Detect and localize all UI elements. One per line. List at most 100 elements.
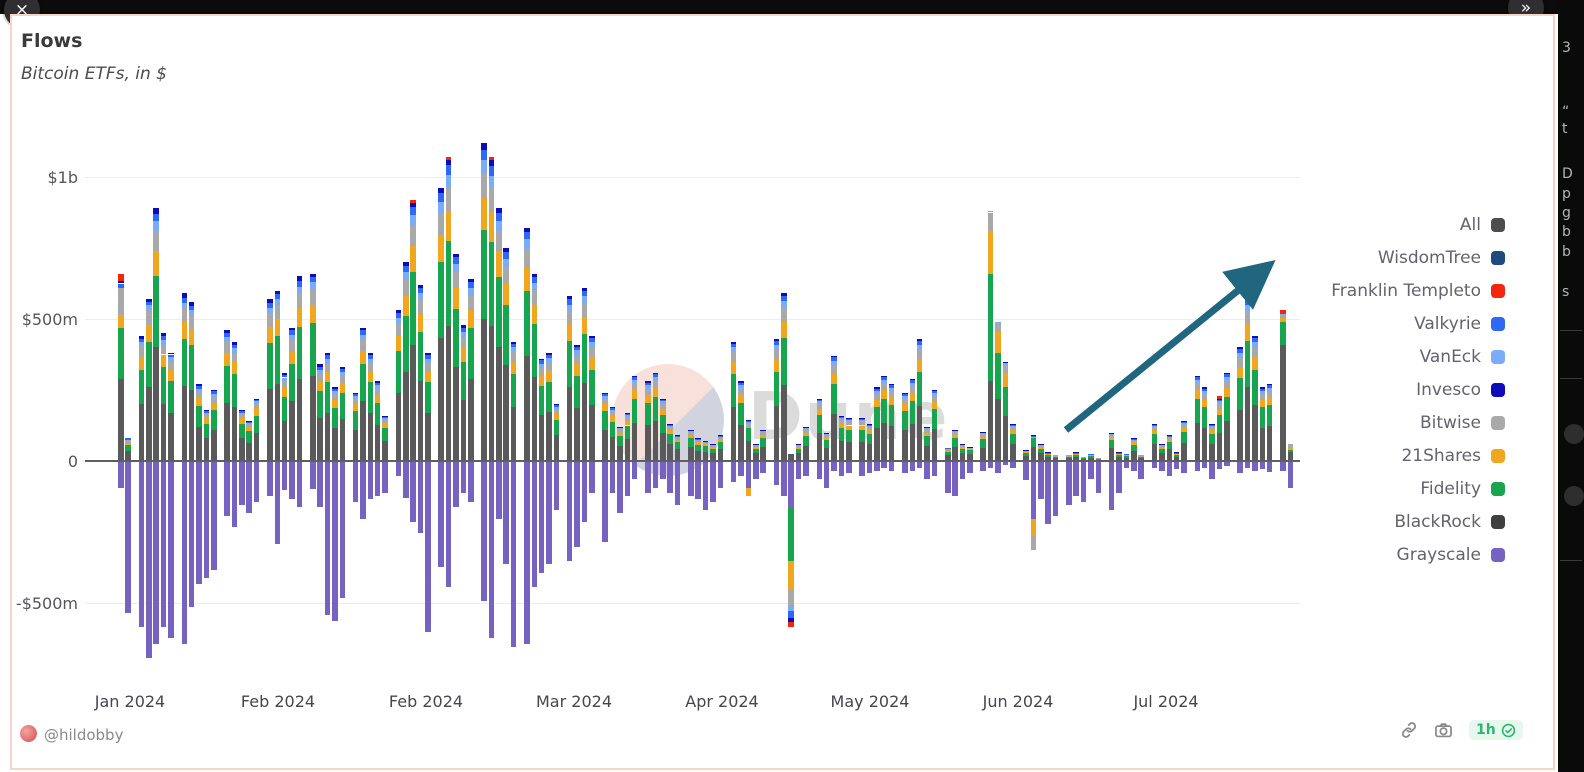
- bar-segment: [980, 439, 986, 448]
- bar-segment: [488, 175, 495, 188]
- bar-segment: [831, 384, 837, 414]
- bar-segment: [788, 561, 794, 590]
- bar-segment: [289, 350, 295, 364]
- bar-segment: [481, 198, 487, 231]
- bar-segment: [367, 412, 374, 461]
- legend-label: Valkyrie: [1414, 313, 1481, 334]
- bar-segment: [188, 306, 195, 311]
- bar-segment: [881, 462, 888, 468]
- bar-segment: [1280, 321, 1286, 345]
- legend-item-all[interactable]: All: [1090, 208, 1510, 241]
- bar-segment: [617, 429, 623, 433]
- bar-segment: [1088, 455, 1094, 458]
- bar-segment: [574, 350, 580, 355]
- bar-segment: [1138, 456, 1144, 458]
- bar-segment: [503, 248, 509, 252]
- bar-segment: [745, 427, 752, 441]
- bar-segment: [717, 462, 724, 488]
- legend-item-grayscale[interactable]: Grayscale: [1090, 538, 1510, 571]
- bar-segment: [125, 442, 131, 446]
- bar-segment: [1209, 462, 1215, 480]
- bar-segment: [916, 371, 923, 406]
- bar-segment: [902, 404, 908, 412]
- legend-label: 21Shares: [1401, 445, 1481, 466]
- bar-segment: [296, 280, 303, 287]
- bar-segment: [531, 305, 538, 325]
- bar-segment: [773, 371, 780, 406]
- bar-segment: [795, 444, 802, 446]
- legend-item-vaneck[interactable]: VanEck: [1090, 340, 1510, 373]
- legend-item-fidelity[interactable]: Fidelity: [1090, 472, 1510, 505]
- bar-segment: [538, 376, 545, 387]
- bar-segment: [309, 304, 316, 324]
- bar-segment: [959, 445, 966, 447]
- bar-segment: [324, 358, 331, 363]
- bar-segment: [967, 449, 973, 451]
- legend-item-franklin-templeto[interactable]: Franklin Templeto: [1090, 274, 1510, 307]
- bar-segment: [367, 462, 374, 499]
- bar-segment: [945, 462, 951, 494]
- bar-segment: [688, 430, 694, 432]
- bar-segment: [738, 425, 744, 461]
- bar-segment: [695, 450, 701, 461]
- legend-item-bitwise[interactable]: Bitwise: [1090, 406, 1510, 439]
- bar-segment: [510, 341, 517, 344]
- refresh-status-badge[interactable]: 1h: [1469, 720, 1523, 740]
- bar-segment: [524, 248, 530, 268]
- legend-item-wisdomtree[interactable]: WisdomTree: [1090, 241, 1510, 274]
- bar-segment: [1224, 421, 1230, 461]
- bar-segment: [267, 388, 273, 461]
- legend-item-blackrock[interactable]: BlackRock: [1090, 505, 1510, 538]
- bar-segment: [1201, 427, 1208, 461]
- bar-segment: [546, 371, 552, 383]
- bar-segment: [581, 296, 588, 304]
- bar-segment: [881, 380, 888, 384]
- bar-segment: [374, 388, 381, 395]
- bar-segment: [1073, 453, 1079, 455]
- bar-segment: [360, 330, 366, 335]
- bar-segment: [924, 432, 930, 436]
- camera-icon[interactable]: [1434, 721, 1453, 740]
- bar-segment: [916, 462, 923, 468]
- zero-axis-line: [85, 460, 1300, 462]
- bar-segment: [695, 442, 701, 445]
- bar-segment: [510, 347, 517, 353]
- bar-segment: [1080, 459, 1087, 461]
- bar-segment: [1151, 434, 1158, 445]
- bar-segment: [874, 387, 880, 389]
- bar-segment: [488, 159, 495, 167]
- legend-item-valkyrie[interactable]: Valkyrie: [1090, 307, 1510, 340]
- bar-segment: [1052, 462, 1059, 516]
- bar-segment: [1266, 397, 1273, 405]
- bar-segment: [332, 428, 338, 461]
- bar-segment: [659, 398, 666, 400]
- bar-segment: [382, 427, 388, 441]
- chart-legend: All WisdomTree Franklin Templeto Valkyrie Va…: [1090, 208, 1510, 571]
- bar-segment: [924, 436, 930, 446]
- bar-segment: [317, 364, 323, 368]
- bar-segment: [181, 321, 188, 339]
- bar-segment: [659, 403, 666, 410]
- bar-segment: [995, 398, 1001, 461]
- y-tick-label: 0: [67, 452, 78, 471]
- bar-segment: [118, 378, 124, 461]
- bar-segment: [1151, 444, 1158, 461]
- bar-segment: [987, 230, 994, 274]
- bar-segment: [553, 435, 560, 461]
- author-handle-link[interactable]: @hildobby: [44, 726, 124, 744]
- bar-segment: [118, 273, 124, 281]
- bar-segment: [395, 462, 402, 477]
- bar-segment: [1244, 462, 1251, 468]
- legend-item-21shares[interactable]: 21Shares: [1090, 439, 1510, 472]
- bar-segment: [425, 412, 431, 461]
- legend-item-invesco[interactable]: Invesco: [1090, 373, 1510, 406]
- bar-segment: [1166, 462, 1173, 477]
- bar-segment: [1123, 455, 1130, 458]
- bar-segment: [481, 142, 487, 150]
- bar-segment: [196, 397, 202, 406]
- link-icon[interactable]: [1400, 721, 1418, 739]
- bar-segment: [1066, 458, 1072, 461]
- bar-segment: [609, 436, 616, 461]
- bar-segment: [609, 462, 616, 494]
- bar-segment: [866, 426, 873, 428]
